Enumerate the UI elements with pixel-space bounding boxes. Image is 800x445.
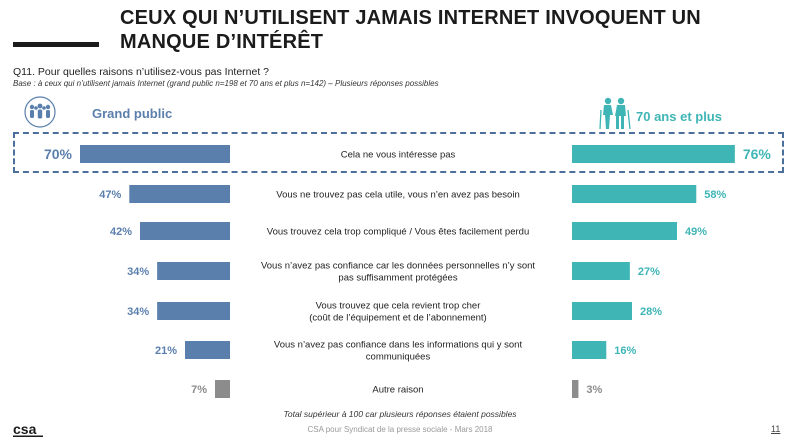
bar-seniors — [572, 341, 607, 359]
category-label: Vous trouvez cela trop compliqué / Vous … — [267, 227, 529, 238]
page-title: CEUX QUI N’UTILISENT JAMAIS INTERNET INV… — [120, 7, 701, 53]
value-label-seniors: 76% — [743, 146, 772, 162]
value-label-seniors: 16% — [614, 345, 636, 357]
category-label: Autre raison — [372, 385, 423, 396]
bar-grand-public — [140, 222, 230, 240]
crowd-icon — [24, 96, 56, 128]
value-label-grand-public: 42% — [110, 226, 132, 238]
csa-logo: csa — [13, 421, 43, 437]
highlight-frame — [13, 132, 784, 173]
bar-grand-public — [157, 302, 230, 320]
category-label: (coût de l’équipement et de l’abonnement… — [309, 313, 486, 324]
category-label: Vous trouvez que cela revient trop cher — [316, 301, 481, 312]
source-text: CSA pour Syndicat de la presse sociale -… — [307, 425, 493, 434]
category-label: Vous n’avez pas confiance dans les infor… — [274, 340, 523, 351]
bar-grand-public — [185, 341, 230, 359]
category-label: communiquées — [366, 352, 431, 363]
value-label-seniors: 58% — [704, 189, 726, 201]
bar-grand-public — [215, 380, 230, 398]
value-label-seniors: 3% — [586, 384, 602, 396]
bar-seniors — [572, 145, 735, 163]
elderly-couple-icon — [599, 97, 631, 130]
category-label: Vous ne trouvez pas cela utile, vous n’e… — [276, 190, 519, 201]
page-number: 11 — [771, 424, 781, 434]
value-label-grand-public: 21% — [155, 345, 177, 357]
seniors-label: 70 ans et plus — [636, 109, 722, 124]
title-accent-bar — [13, 42, 99, 47]
bar-seniors — [572, 222, 677, 240]
value-label-grand-public: 7% — [191, 384, 207, 396]
category-label: pas suffisamment protégées — [338, 273, 457, 284]
value-label-seniors: 27% — [638, 266, 660, 278]
bar-seniors — [572, 302, 632, 320]
bar-seniors — [572, 380, 579, 398]
bar-seniors — [572, 262, 630, 280]
grand-public-label: Grand public — [92, 106, 173, 121]
category-label: Vous n’avez pas confiance car les donnée… — [261, 261, 535, 272]
bar-grand-public — [129, 185, 230, 203]
value-label-seniors: 49% — [685, 226, 707, 238]
bar-seniors — [572, 185, 697, 203]
value-label-grand-public: 34% — [127, 306, 149, 318]
csa-logo-text: csa — [13, 421, 37, 437]
base-text: Base : à ceux qui n’utilisent jamais Int… — [13, 79, 439, 88]
category-label: Cela ne vous intéresse pas — [341, 150, 456, 161]
question-text: Q11. Pour quelles raisons n’utilisez-vou… — [13, 66, 270, 78]
value-label-grand-public: 34% — [127, 266, 149, 278]
bar-grand-public — [157, 262, 230, 280]
value-label-seniors: 28% — [640, 306, 662, 318]
footnote: Total supérieur à 100 car plusieurs répo… — [283, 409, 517, 419]
value-label-grand-public: 47% — [99, 189, 121, 201]
bar-grand-public — [80, 145, 230, 163]
value-label-grand-public: 70% — [44, 146, 73, 162]
